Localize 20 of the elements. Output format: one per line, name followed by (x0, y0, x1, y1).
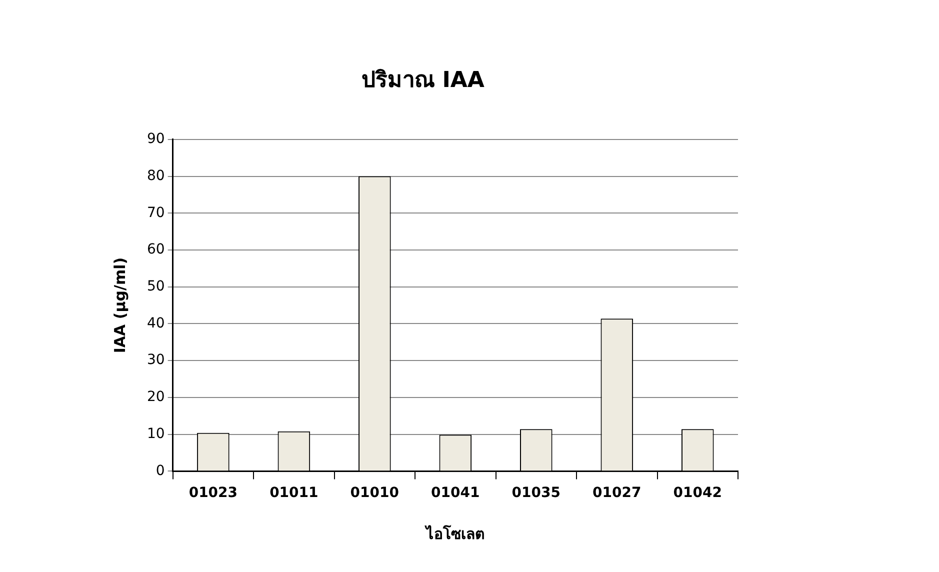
y-tick-label: 90 (146, 131, 165, 148)
y-axis-title: IAA (µg/ml) (110, 257, 129, 354)
y-tick-label: 80 (146, 168, 165, 184)
y-tick-label: 20 (146, 389, 165, 406)
y-tick-label: 60 (146, 242, 165, 258)
x-tick-label: 01042 (673, 485, 722, 502)
chart-title: ปริมาณ IAA (362, 68, 484, 93)
y-tick-label: 50 (146, 278, 165, 295)
x-tick-label: 01035 (512, 485, 561, 502)
x-tick-label: 01010 (350, 485, 400, 502)
x-tick-label: 01027 (592, 485, 642, 502)
y-tick-label: 40 (146, 315, 165, 332)
y-tick-label: 70 (146, 204, 165, 221)
x-tick-label: 01011 (270, 485, 318, 502)
x-tick-label: 01023 (188, 485, 238, 502)
y-tick-label: 10 (146, 426, 165, 442)
x-tick-label: 01041 (431, 485, 480, 502)
y-tick-label: 0 (156, 462, 165, 479)
y-tick-label: 30 (146, 352, 165, 368)
x-axis-title: ไอโซเลต (424, 524, 485, 543)
